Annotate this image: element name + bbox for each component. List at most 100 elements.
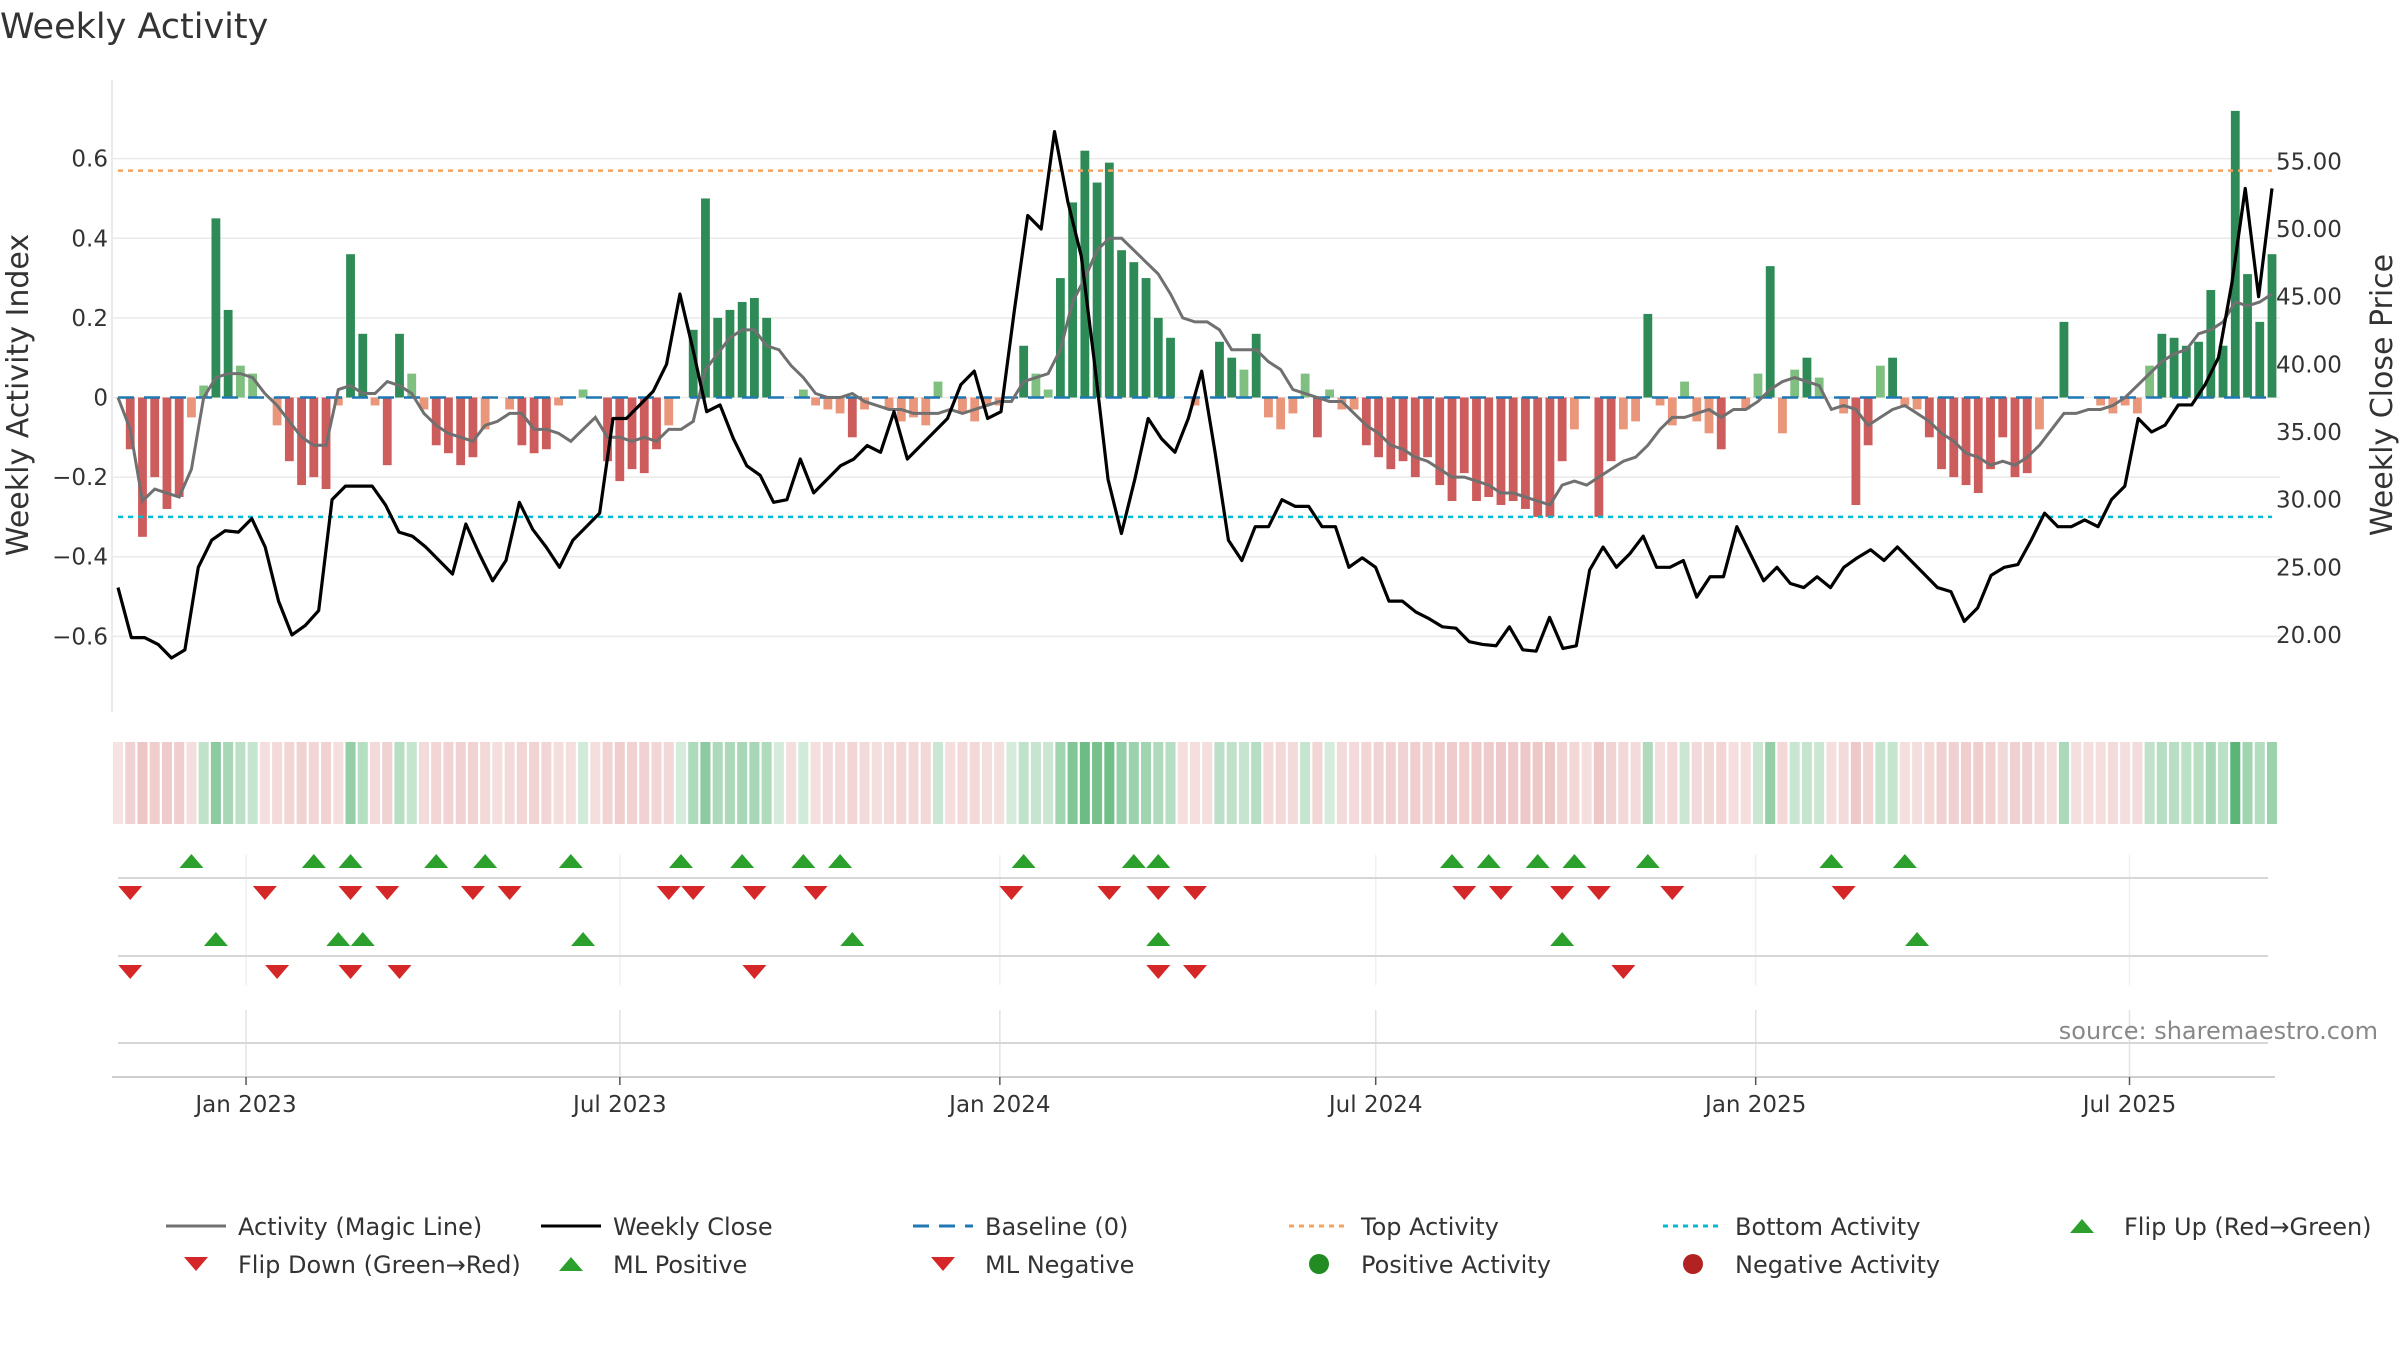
activity-bar-85 xyxy=(1153,317,1163,398)
activity-bar-165 xyxy=(2132,397,2142,414)
ml-positive-marker xyxy=(1550,932,1575,946)
strip-cell-104 xyxy=(1385,742,1396,824)
strip-cell-11 xyxy=(247,742,258,824)
activity-bar-168 xyxy=(2169,337,2179,398)
strip-cell-18 xyxy=(333,742,344,824)
activity-bar-42 xyxy=(627,397,637,470)
activity-bar-7 xyxy=(199,385,209,398)
strip-cell-0 xyxy=(112,742,124,824)
activity-bar-14 xyxy=(284,397,294,462)
activity-bar-119 xyxy=(1569,397,1579,430)
strip-cell-58 xyxy=(822,742,833,824)
strip-cell-83 xyxy=(1128,742,1139,824)
flip-down-marker xyxy=(1660,886,1685,900)
strip-cell-2 xyxy=(137,742,148,824)
activity-bar-102 xyxy=(1361,397,1371,446)
strip-cell-50 xyxy=(724,742,735,824)
strip-cell-148 xyxy=(1924,742,1935,824)
flip-up-marker xyxy=(1146,854,1171,868)
legend-neg_act-swatch xyxy=(1683,1254,1703,1274)
flip-up-marker xyxy=(473,854,498,868)
activity-bar-1 xyxy=(125,397,135,450)
y-tick-right-6: 25.00 xyxy=(2276,555,2342,581)
activity-bar-94 xyxy=(1264,397,1273,418)
activity-bar-99 xyxy=(1325,389,1335,398)
strip-cell-147 xyxy=(1912,742,1923,824)
activity-bar-13 xyxy=(272,397,282,426)
strip-cell-171 xyxy=(2205,742,2216,824)
strip-cell-102 xyxy=(1361,742,1372,824)
activity-bar-106 xyxy=(1410,397,1420,478)
strip-cell-143 xyxy=(1863,742,1874,824)
legend-pos_act-swatch xyxy=(1309,1254,1329,1274)
y-tick-right-2: 45.00 xyxy=(2276,285,2342,311)
activity-bar-147 xyxy=(1912,397,1922,410)
activity-bar-111 xyxy=(1472,397,1481,501)
strip-cell-43 xyxy=(639,742,650,824)
activity-bar-169 xyxy=(2181,345,2191,398)
activity-bar-18 xyxy=(333,397,343,406)
signal-markers xyxy=(118,854,2268,1271)
activity-bar-60 xyxy=(847,397,857,438)
activity-bar-50 xyxy=(725,309,735,398)
strip-cell-84 xyxy=(1141,742,1152,824)
activity-bar-65 xyxy=(909,397,918,418)
chart-title: Weekly Activity xyxy=(0,7,268,47)
strip-cell-107 xyxy=(1422,742,1433,824)
ml-positive-marker xyxy=(203,932,228,946)
activity-bar-123 xyxy=(1618,397,1628,430)
flip-down-marker xyxy=(1146,886,1171,900)
flip-down-marker xyxy=(1831,886,1856,900)
y-tick-right-1: 50.00 xyxy=(2276,217,2342,243)
activity-bar-2 xyxy=(138,397,147,537)
flip-down-marker xyxy=(252,886,277,900)
strip-cell-132 xyxy=(1728,742,1739,824)
flip-up-marker xyxy=(1819,854,1844,868)
strip-cell-123 xyxy=(1618,742,1629,824)
strip-cell-29 xyxy=(467,742,478,824)
strip-cell-113 xyxy=(1495,742,1506,824)
flip-down-marker xyxy=(1586,886,1611,900)
flip-down-marker xyxy=(1550,886,1575,900)
strip-cell-129 xyxy=(1691,742,1702,824)
activity-bar-88 xyxy=(1190,397,1200,406)
strip-cell-51 xyxy=(737,742,748,824)
flip-down-marker xyxy=(497,886,522,900)
activity-bar-129 xyxy=(1692,397,1702,422)
strip-cell-60 xyxy=(847,742,858,824)
strip-cell-118 xyxy=(1557,742,1568,824)
strip-cell-61 xyxy=(859,742,870,824)
strip-cell-73 xyxy=(1006,742,1017,824)
strip-cell-160 xyxy=(2071,742,2082,824)
strip-cell-126 xyxy=(1655,742,1666,824)
strip-cell-169 xyxy=(2181,742,2192,824)
strip-cell-122 xyxy=(1606,742,1617,824)
strip-cell-13 xyxy=(272,742,283,824)
strip-cell-115 xyxy=(1520,742,1531,824)
activity-bar-15 xyxy=(297,397,306,486)
weekly-close-line xyxy=(116,130,2274,660)
strip-cell-170 xyxy=(2193,742,2204,824)
strip-cell-32 xyxy=(504,742,515,824)
strip-cell-71 xyxy=(981,742,992,824)
ml-negative-marker xyxy=(742,965,767,979)
source-credit: source: sharemaestro.com xyxy=(2059,1017,2378,1045)
flip-up-marker xyxy=(424,854,449,868)
activity-bar-124 xyxy=(1631,397,1640,422)
activity-bar-109 xyxy=(1447,397,1457,501)
strip-cell-44 xyxy=(651,742,662,824)
activity-bar-56 xyxy=(798,389,808,398)
strip-cell-93 xyxy=(1251,742,1262,824)
legend-flip_down-swatch xyxy=(184,1257,208,1271)
y-tick-left-4: −0.2 xyxy=(52,465,108,491)
strip-cell-150 xyxy=(1948,742,1959,824)
x-tick-5: Jul 2025 xyxy=(2081,1092,2177,1118)
activity-bar-93 xyxy=(1251,333,1261,398)
activity-bar-159 xyxy=(2059,321,2069,398)
flip-up-marker xyxy=(1011,854,1036,868)
strip-cell-75 xyxy=(1030,742,1041,824)
strip-cell-21 xyxy=(369,742,381,824)
strip-cell-168 xyxy=(2169,742,2180,824)
activity-bar-43 xyxy=(639,397,649,474)
activity-bar-3 xyxy=(150,397,160,478)
